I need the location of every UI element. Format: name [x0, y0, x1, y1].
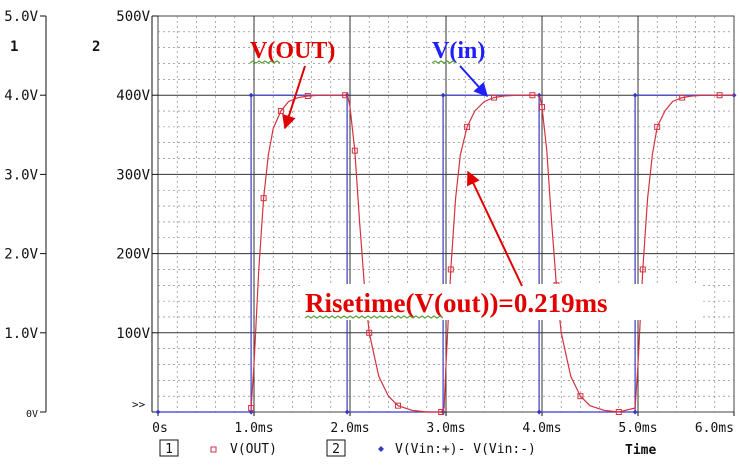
annotation-vout: V(OUT) [249, 38, 335, 130]
series-vout-point [679, 94, 686, 101]
legend-label-vin: V(Vin:+)- V(Vin:-) [395, 442, 536, 457]
annotation-risetime-bg [303, 284, 701, 320]
y1-tick-label: 0V [26, 409, 38, 420]
y2-tick-label: 200V [116, 247, 150, 263]
y1-axis-index-label: 1 [10, 39, 18, 55]
annotation-vin-arrow [459, 65, 488, 98]
series-vout-line [250, 94, 734, 413]
series-vout-point [342, 92, 349, 99]
y2-axis: 100V 200V 300V 400V 500V [116, 9, 158, 413]
annotation-vout-arrow [282, 65, 306, 130]
x-axis: 0s 1.0ms 2.0ms 3.0ms 4.0ms 5.0ms 6.0ms [152, 412, 735, 436]
annotation-vout-underline [249, 60, 281, 64]
series-vin-point [344, 409, 350, 415]
annotation-vin: V(in) [431, 38, 488, 98]
x-tick-label: 1.0ms [234, 421, 273, 436]
series-vout-point [491, 94, 497, 101]
series-vout-point [464, 123, 471, 130]
y1-tick-label: 2.0V [4, 247, 38, 263]
legend-box-1 [159, 439, 179, 457]
series-vout-point [447, 266, 454, 273]
series-layer [155, 92, 737, 415]
series-vout-point [366, 329, 373, 336]
series-vout-point [639, 266, 646, 273]
y1-axis: 0V 1.0V 2.0V 3.0V 4.0V 5.0V [4, 9, 47, 420]
series-vin-point [440, 92, 446, 98]
series-vout-point [304, 92, 311, 99]
grid [158, 16, 734, 412]
series-vin-point [632, 92, 638, 98]
x-tick-label: 4.0ms [522, 421, 561, 436]
y1-tick-label: 4.0V [4, 88, 38, 104]
legend-marker-vout [210, 446, 217, 453]
series-vin-line [158, 94, 734, 413]
y2-tick-label: 500V [116, 9, 150, 25]
legend-index-1: 1 [165, 442, 173, 457]
x-tick-label: 5.0ms [618, 421, 657, 436]
series-vin-point [155, 409, 161, 415]
legend-box-2 [326, 439, 346, 457]
series-vout-point [716, 92, 723, 99]
x-tick-label: 3.0ms [426, 421, 465, 436]
series-vout-point [577, 393, 584, 400]
series-vout-point [529, 92, 536, 99]
legend-index-2: 2 [332, 442, 340, 457]
legend: 1 V(OUT) 2 V(Vin:+)- V(Vin:-) Time [159, 439, 656, 458]
y2-tick-label: 100V [116, 326, 150, 342]
series-vout-point [438, 409, 445, 415]
series-vout-point [260, 195, 267, 202]
x-tick-label: 2.0ms [330, 421, 369, 436]
series-vout-point [277, 108, 284, 115]
series-vin-point [248, 92, 254, 98]
series-vout-point [654, 123, 661, 130]
series-vin-point [632, 409, 638, 415]
legend-label-vout: V(OUT) [230, 442, 277, 457]
x-axis-label: Time [625, 443, 656, 458]
series-vin-point [536, 409, 542, 415]
annotation-vin-text: V(in) [432, 38, 485, 64]
y2-axis-index-label: 2 [92, 39, 100, 55]
y1-tick-label: 1.0V [4, 326, 38, 342]
y1-tick-label: 5.0V [4, 9, 38, 25]
annotation-risetime-text: Risetime(V(out))=0.219ms [305, 288, 608, 318]
series-vout-point [539, 104, 545, 111]
series-vout-point [351, 147, 358, 154]
series-vout-point [615, 409, 622, 415]
y2-tick-label: 300V [116, 167, 150, 183]
annotation-risetime-arrow [467, 170, 523, 287]
annotation-risetime: Risetime(V(out))=0.219ms [303, 170, 701, 320]
annotation-vout-text: V(OUT) [250, 38, 335, 64]
y2-bottom-marker: >> [132, 398, 146, 411]
x-tick-label: 0s [152, 421, 168, 436]
annotation-vin-underline [431, 60, 457, 64]
y1-tick-label: 3.0V [4, 167, 38, 183]
y2-tick-label: 400V [116, 88, 150, 104]
annotation-risetime-underline [304, 315, 444, 319]
legend-marker-vin [378, 446, 384, 452]
series-vout-point [248, 405, 255, 412]
series-vout-point [395, 402, 401, 409]
x-tick-label: 6.0ms [695, 421, 734, 436]
